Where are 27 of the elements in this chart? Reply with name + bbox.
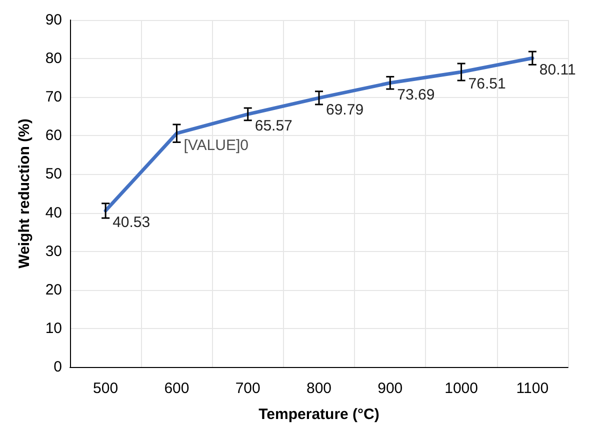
data-label: 76.51 <box>468 76 506 93</box>
x-tick-label: 1100 <box>516 380 549 397</box>
x-tick-label: 600 <box>164 380 190 397</box>
y-tick-label: 80 <box>45 50 62 68</box>
data-label: 40.53 <box>112 214 150 232</box>
annotation: [VALUE]0 <box>184 136 248 154</box>
y-tick-label: 20 <box>45 281 62 298</box>
y-tick-label: 70 <box>45 88 62 106</box>
y-tick-label: 40 <box>45 204 62 222</box>
x-tick-label: 1000 <box>444 380 478 397</box>
y-tick-label: 0 <box>54 358 62 376</box>
data-label: 65.57 <box>254 118 292 135</box>
data-label: 80.11 <box>539 62 576 79</box>
x-tick-label: 800 <box>306 380 332 397</box>
y-tick-label: 30 <box>45 242 62 260</box>
y-tick-label: 50 <box>45 166 62 183</box>
data-label: 73.69 <box>397 86 435 104</box>
line-series <box>104 56 534 212</box>
x-tick-label: 700 <box>235 380 260 397</box>
y-axis-title: Weight reduction (%) <box>16 118 33 268</box>
y-tick-label: 60 <box>45 127 62 144</box>
x-axis-title: Temperature (°C) <box>258 406 380 423</box>
y-tick-label: 10 <box>45 320 62 337</box>
x-tick-label: 500 <box>93 380 118 397</box>
x-tick-label: 900 <box>378 380 403 397</box>
data-label: 69.79 <box>326 101 364 118</box>
y-tick-label: 90 <box>45 12 62 28</box>
